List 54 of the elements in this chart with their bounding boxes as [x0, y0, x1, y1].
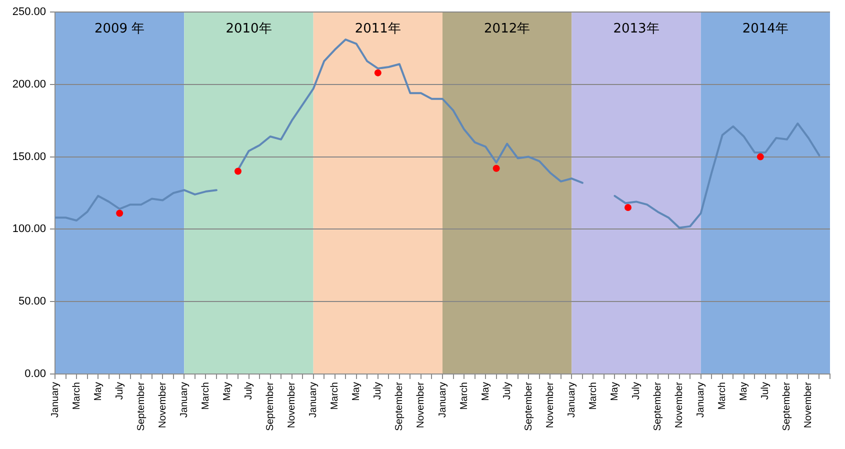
x-tick-label: May [92, 382, 104, 401]
y-tick-label: 50.00 [18, 296, 46, 308]
band-label: 2012年 [484, 21, 530, 36]
band-label: 2014年 [742, 21, 788, 36]
point [492, 164, 500, 172]
x-tick-label: January [696, 382, 707, 418]
x-tick-label: January [178, 382, 190, 418]
band-label: 2010年 [226, 21, 272, 36]
band-label: 2011年 [354, 21, 401, 36]
x-tick-label: July [502, 382, 513, 400]
x-tick-label: November [416, 381, 427, 428]
point [374, 69, 382, 76]
x-tick-label: May [738, 382, 750, 401]
y-tick-label: 200.00 [12, 78, 46, 90]
x-tick-label: March [71, 382, 82, 410]
y-tick-label: 0.00 [24, 368, 46, 380]
point [756, 153, 764, 160]
band-label: 2013年 [613, 21, 660, 36]
point [624, 204, 632, 211]
x-tick-label: September [265, 381, 276, 431]
x-tick-label: September [782, 381, 793, 431]
y-tick-label: 250.00 [12, 6, 46, 18]
x-tick-label: November [157, 381, 168, 428]
x-tick-label: September [394, 381, 406, 431]
x-tick-label: May [480, 382, 492, 401]
x-tick-label: January [566, 382, 578, 418]
x-tick-label: September [652, 381, 664, 431]
y-tick-label: 150.00 [12, 150, 46, 163]
x-tick-label: November [286, 381, 298, 428]
band-label: 2009 年 [94, 21, 145, 36]
x-tick-label: March [717, 382, 728, 410]
point [116, 210, 124, 217]
x-tick-label: November [674, 381, 686, 428]
x-tick-label: January [308, 382, 320, 418]
x-tick-label: September [136, 381, 147, 431]
x-tick-label: July [114, 382, 126, 400]
x-tick-label: May [222, 382, 233, 401]
x-tick-label: January [437, 382, 448, 418]
point [234, 168, 242, 175]
x-tick-label: July [372, 382, 384, 400]
x-tick-label: July [631, 382, 642, 400]
y-tick-label: 100.00 [12, 223, 46, 236]
x-tick-label: May [609, 382, 620, 401]
x-tick-label: September [523, 381, 534, 431]
x-tick-label: November [803, 381, 814, 428]
x-tick-label: January [50, 382, 61, 418]
x-tick-label: March [200, 382, 212, 410]
x-tick-label: November [544, 381, 556, 428]
x-tick-label: March [458, 382, 470, 410]
x-tick-label: July [760, 382, 772, 400]
x-tick-label: March [588, 382, 599, 410]
x-tick-label: March [330, 382, 341, 410]
x-tick-label: July [244, 382, 254, 400]
x-tick-label: May [351, 382, 362, 401]
